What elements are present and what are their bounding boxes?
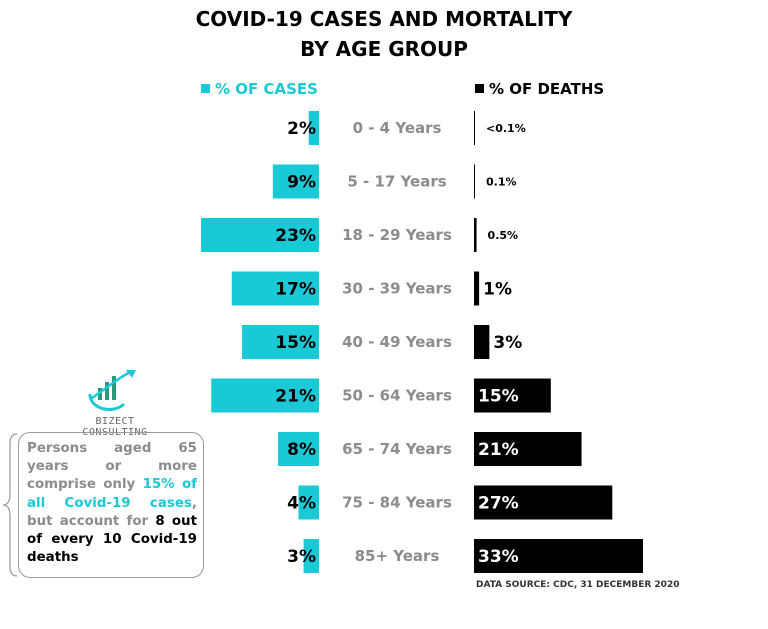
deaths-bar-1 <box>474 164 475 199</box>
deaths-label-3: 1% <box>483 280 512 300</box>
age-label-4: 40 - 49 Years <box>342 333 452 351</box>
age-label-3: 30 - 39 Years <box>342 280 452 298</box>
cases-bar-7 <box>298 485 319 520</box>
deaths-bar-2 <box>474 218 477 252</box>
cases-bar-0 <box>308 111 319 145</box>
title-line-1: COVID-19 CASES AND MORTALITY <box>195 7 573 31</box>
left-brace-icon <box>2 433 18 577</box>
deaths-bar-4 <box>474 325 490 359</box>
note-text-2: , but account for <box>27 495 197 529</box>
cases-bar-4 <box>242 325 319 359</box>
cases-label-5: 21% <box>275 387 316 407</box>
deaths-bar-0 <box>474 111 475 145</box>
cases-label-7: 4% <box>287 494 316 514</box>
cases-label-3: 17% <box>275 280 316 300</box>
note-highlight-deaths: 8 out of every 10 Covid-19 deaths <box>27 513 197 566</box>
age-label-7: 75 - 84 Years <box>342 494 452 512</box>
legend-deaths: % OF DEATHS <box>475 80 604 98</box>
deaths-bar-6 <box>474 432 582 466</box>
deaths-bar-5 <box>474 378 551 413</box>
legend-cases: % OF CASES <box>201 80 318 98</box>
deaths-label-4: 3% <box>493 333 522 353</box>
deaths-label-8: 33% <box>478 547 519 567</box>
cases-bar-1 <box>272 164 319 199</box>
deaths-label-1: 0.1% <box>486 176 517 189</box>
cases-label-2: 23% <box>275 226 316 246</box>
deaths-label-7: 27% <box>478 494 519 514</box>
cases-bar-6 <box>277 432 319 466</box>
cases-label-6: 8% <box>287 440 316 460</box>
deaths-bar-3 <box>474 271 480 306</box>
cases-bar-5 <box>211 378 319 413</box>
cases-bar-8 <box>303 539 319 573</box>
insight-note: Persons aged 65 years or more comprise o… <box>18 432 204 578</box>
note-highlight-cases: 15% of all Covid-19 cases <box>27 477 197 511</box>
age-label-0: 0 - 4 Years <box>353 119 442 137</box>
bizect-logo-icon <box>88 370 136 411</box>
deaths-bar-7 <box>474 485 613 520</box>
deaths-label-2: 0.5% <box>488 229 519 242</box>
age-label-1: 5 - 17 Years <box>347 173 446 191</box>
note-text-1: Persons aged 65 years or more comprise o… <box>27 441 197 493</box>
deaths-label-6: 21% <box>478 440 519 460</box>
deaths-label-5: 15% <box>478 387 519 407</box>
cases-bar-2 <box>201 218 319 252</box>
legend-cases-label: % OF CASES <box>215 80 318 98</box>
deaths-label-0: <0.1% <box>486 122 526 135</box>
cases-bar-3 <box>231 271 319 306</box>
legend-cases-swatch <box>201 84 210 93</box>
legend-deaths-swatch <box>475 84 484 93</box>
legend-deaths-label: % OF DEATHS <box>489 80 605 98</box>
cases-label-1: 9% <box>287 173 316 193</box>
age-label-5: 50 - 64 Years <box>342 387 452 405</box>
age-label-2: 18 - 29 Years <box>342 226 452 244</box>
title-line-2: BY AGE GROUP <box>300 37 468 61</box>
deaths-bar-8 <box>474 539 643 573</box>
chart-title: COVID-19 CASES AND MORTALITY BY AGE GROU… <box>0 4 768 64</box>
cases-label-0: 2% <box>287 119 316 139</box>
data-source: DATA SOURCE: CDC, 31 DECEMBER 2020 <box>476 580 680 590</box>
cases-label-8: 3% <box>287 547 316 567</box>
age-label-6: 65 - 74 Years <box>342 440 452 458</box>
age-label-8: 85+ Years <box>355 547 440 565</box>
cases-label-4: 15% <box>275 333 316 353</box>
